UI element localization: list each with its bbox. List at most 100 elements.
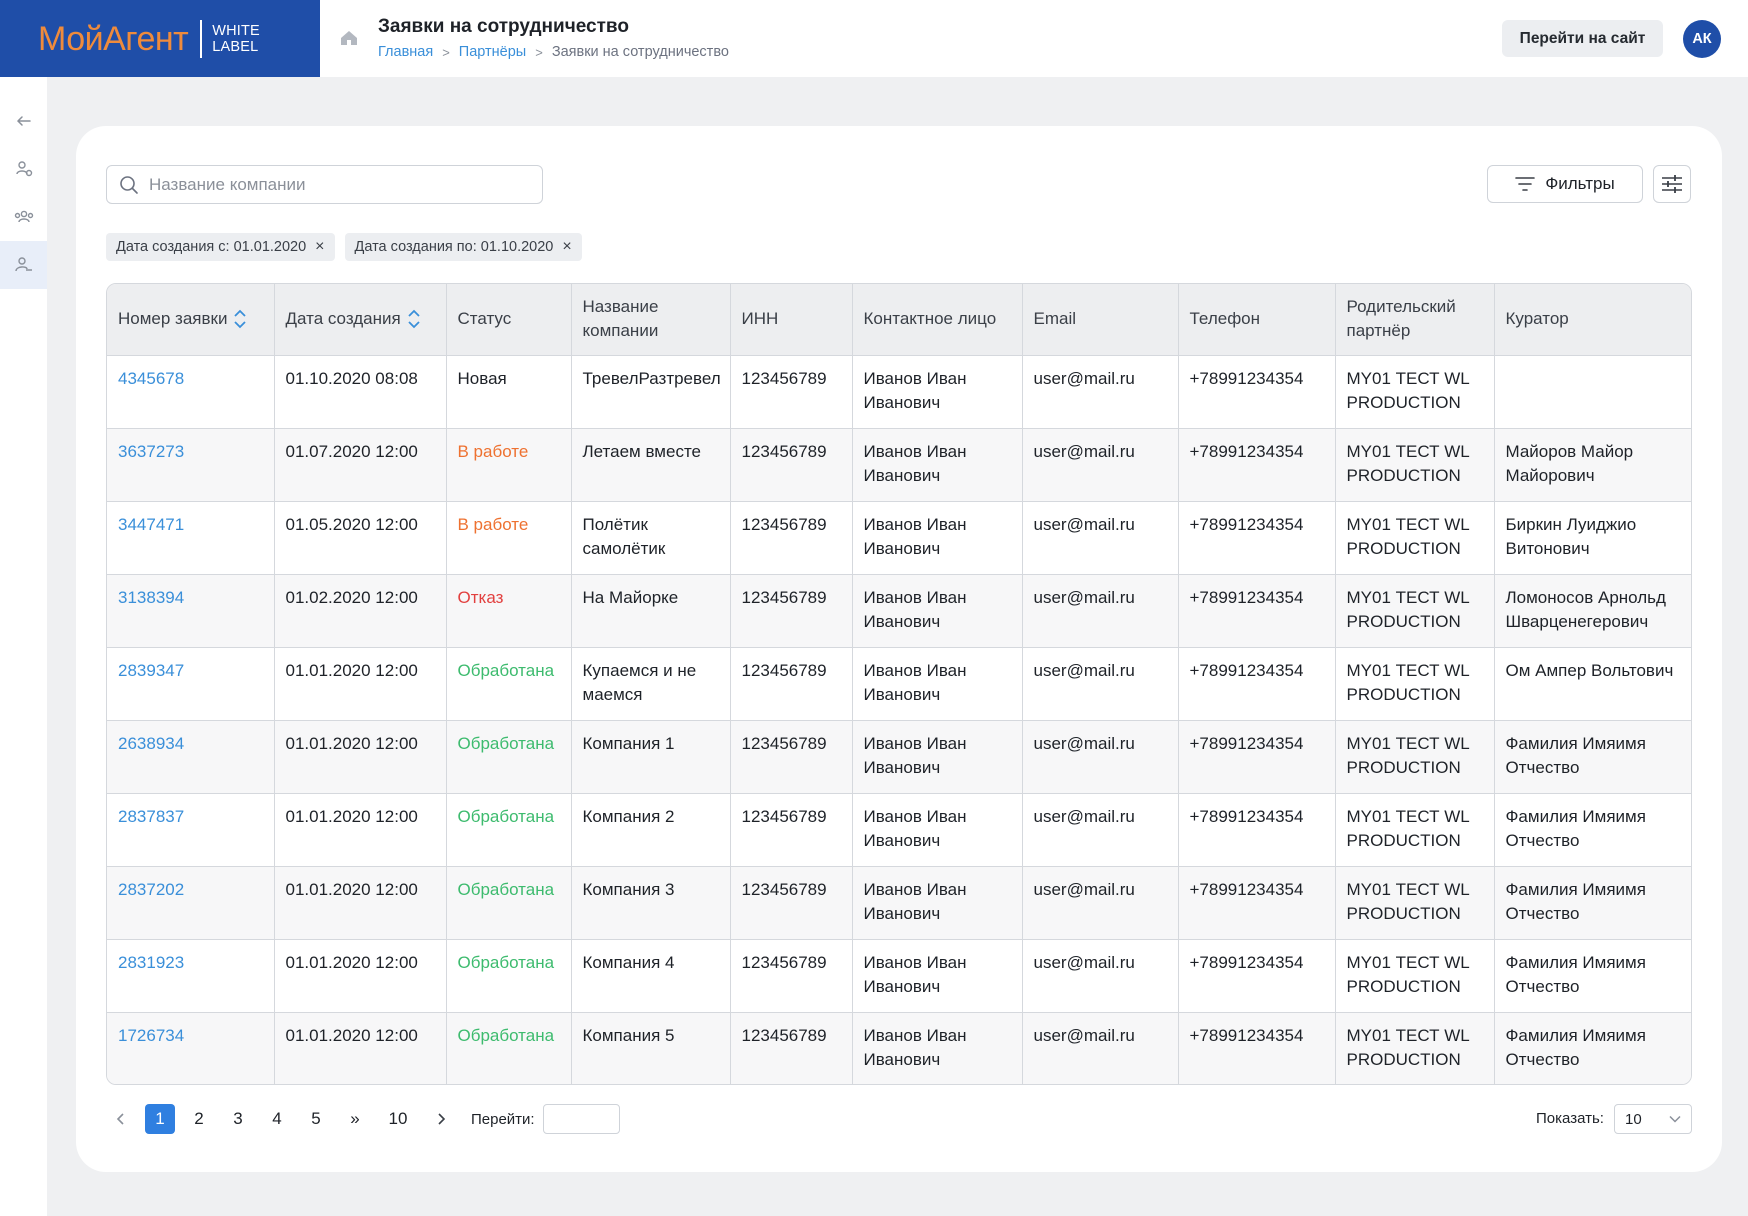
sidebar-item-partner-requests[interactable] xyxy=(0,241,47,289)
table-row[interactable]: 3447471 01.05.2020 12:00 В работе Полётик с… xyxy=(107,501,1691,575)
page-button-2[interactable]: 2 xyxy=(194,1109,204,1128)
table-row[interactable]: 4345678 01.10.2020 08:08 Новая ТревелРазтре… xyxy=(107,355,1691,429)
cell-phone: +78991234354 xyxy=(1178,720,1336,794)
cell-company-name: Компания 2 xyxy=(571,793,731,867)
breadcrumb-partners[interactable]: Партнёры xyxy=(458,44,527,60)
cell-company-name: На Майорке xyxy=(571,574,731,648)
page-button-4[interactable]: 4 xyxy=(272,1109,282,1128)
search-input[interactable] xyxy=(149,174,529,195)
table-row[interactable]: 3138394 01.02.2020 12:00 Отказ На Майорке 12… xyxy=(107,574,1691,648)
search-box[interactable] xyxy=(106,165,543,204)
col-header-contact-person: Контактное лицо xyxy=(852,284,1023,356)
page-button-3[interactable]: 3 xyxy=(233,1109,243,1128)
cell-parent-partner: MY01 ТЕСТ WL PRODUCTION xyxy=(1335,866,1495,940)
cell-status: Обработана xyxy=(446,720,572,794)
cell-status: В работе xyxy=(446,428,572,502)
filter-chip-date-to: Дата создания по: 01.10.2020 × xyxy=(344,233,582,261)
cell-curator: Фамилия Имяимя Отчество xyxy=(1494,866,1691,940)
close-icon[interactable]: × xyxy=(315,238,325,255)
sidebar-item-groups[interactable] xyxy=(0,193,47,241)
top-header: МойАгент WHITE LABEL Заявки на сотруднич… xyxy=(0,0,1748,77)
cell-email: user@mail.ru xyxy=(1022,428,1179,502)
logo-wordmark: МойАгент xyxy=(38,19,189,58)
col-header-request-number[interactable]: Номер заявки xyxy=(107,284,275,356)
page-button-5[interactable]: 5 xyxy=(311,1109,321,1128)
logo[interactable]: МойАгент WHITE LABEL xyxy=(0,0,320,77)
cell-request-number: 3447471 xyxy=(107,501,275,575)
go-to-site-button[interactable]: Перейти на сайт xyxy=(1502,20,1663,57)
request-number-link[interactable]: 2839347 xyxy=(118,660,185,680)
col-header-status: Статус xyxy=(446,284,572,356)
col-header-phone: Телефон xyxy=(1178,284,1336,356)
breadcrumb-current: Заявки на сотрудничество xyxy=(551,44,729,60)
cell-email: user@mail.ru xyxy=(1022,793,1179,867)
cell-email: user@mail.ru xyxy=(1022,939,1179,1013)
status-text: Обработана xyxy=(457,806,555,826)
cell-email: user@mail.ru xyxy=(1022,1012,1179,1084)
table-row[interactable]: 1726734 01.01.2020 12:00 Обработана Компани… xyxy=(107,1012,1691,1084)
col-header-email: Email xyxy=(1022,284,1179,356)
status-text: Новая xyxy=(457,368,507,388)
cell-email: user@mail.ru xyxy=(1022,501,1179,575)
breadcrumb-home[interactable]: Главная xyxy=(378,44,434,60)
prev-page-button[interactable] xyxy=(106,1104,136,1134)
col-header-company-name: Название компании xyxy=(571,284,731,356)
request-number-link[interactable]: 3637273 xyxy=(118,441,185,461)
cell-company-name: Компания 1 xyxy=(571,720,731,794)
cell-request-number: 1726734 xyxy=(107,1012,275,1084)
cell-contact-person: Иванов Иван Иванович xyxy=(852,647,1023,721)
jump-forward-button[interactable]: » xyxy=(350,1109,360,1128)
request-number-link[interactable]: 2837837 xyxy=(118,806,185,826)
cell-created-date: 01.01.2020 12:00 xyxy=(274,720,447,794)
sidebar-collapse-button[interactable] xyxy=(0,97,47,145)
col-header-curator: Куратор xyxy=(1494,284,1691,356)
column-settings-button[interactable] xyxy=(1653,165,1691,203)
search-icon xyxy=(120,175,138,194)
avatar[interactable]: АК xyxy=(1683,20,1721,58)
cell-curator: Майоров Майор Майорович xyxy=(1494,428,1691,502)
page-button-1[interactable]: 1 xyxy=(145,1104,175,1134)
cell-phone: +78991234354 xyxy=(1178,574,1336,648)
table-row[interactable]: 2638934 01.01.2020 12:00 Обработана Компани… xyxy=(107,720,1691,794)
table-row[interactable]: 2831923 01.01.2020 12:00 Обработана Компани… xyxy=(107,939,1691,1013)
cell-created-date: 01.01.2020 12:00 xyxy=(274,866,447,940)
next-page-button[interactable] xyxy=(426,1104,456,1134)
cell-contact-person: Иванов Иван Иванович xyxy=(852,939,1023,1013)
cell-curator: Биркин Луиджио Витонович xyxy=(1494,501,1691,575)
active-filter-chips: Дата создания с: 01.01.2020 × Дата созда… xyxy=(106,233,582,261)
cell-status: Новая xyxy=(446,355,572,429)
cell-request-number: 2839347 xyxy=(107,647,275,721)
cell-contact-person: Иванов Иван Иванович xyxy=(852,428,1023,502)
filters-button-label: Фильтры xyxy=(1545,174,1615,193)
close-icon[interactable]: × xyxy=(562,238,572,255)
request-number-link[interactable]: 2837202 xyxy=(118,879,185,899)
request-number-link[interactable]: 3138394 xyxy=(118,587,185,607)
col-header-created-date[interactable]: Дата создания xyxy=(274,284,447,356)
parent-partner-code: MY01 xyxy=(1346,368,1391,388)
requests-card: Фильтры Дата создания с: 01.01.2020 × Да… xyxy=(76,126,1722,1172)
table-row[interactable]: 2839347 01.01.2020 12:00 Обработана Купаемс… xyxy=(107,647,1691,721)
request-number-link[interactable]: 4345678 xyxy=(118,368,185,388)
cell-status: Обработана xyxy=(446,1012,572,1084)
cell-parent-partner: MY01 ТЕСТ WL PRODUCTION xyxy=(1335,355,1495,429)
goto-page-input[interactable] xyxy=(542,1104,620,1134)
page-button-last[interactable]: 10 xyxy=(388,1109,408,1128)
table-row[interactable]: 2837837 01.01.2020 12:00 Обработана Компани… xyxy=(107,793,1691,867)
page-size-select[interactable]: 10 xyxy=(1614,1104,1692,1134)
request-number-link[interactable]: 1726734 xyxy=(118,1025,185,1045)
status-text: В работе xyxy=(457,514,529,534)
sidebar-item-users[interactable] xyxy=(0,145,47,193)
filters-button[interactable]: Фильтры xyxy=(1487,165,1643,203)
home-icon[interactable] xyxy=(339,28,359,48)
table-row[interactable]: 3637273 01.07.2020 12:00 В работе Летаем вм… xyxy=(107,428,1691,502)
table-row[interactable]: 2837202 01.01.2020 12:00 Обработана Компани… xyxy=(107,866,1691,940)
request-number-link[interactable]: 3447471 xyxy=(118,514,185,534)
cell-phone: +78991234354 xyxy=(1178,793,1336,867)
cell-company-name: Компания 3 xyxy=(571,866,731,940)
cell-contact-person: Иванов Иван Иванович xyxy=(852,1012,1023,1084)
col-header-label: Дата создания xyxy=(285,309,401,329)
cell-company-name: Летаем вместе xyxy=(571,428,731,502)
page-size-value: 10 xyxy=(1625,1110,1642,1128)
request-number-link[interactable]: 2831923 xyxy=(118,952,185,972)
request-number-link[interactable]: 2638934 xyxy=(118,733,185,753)
